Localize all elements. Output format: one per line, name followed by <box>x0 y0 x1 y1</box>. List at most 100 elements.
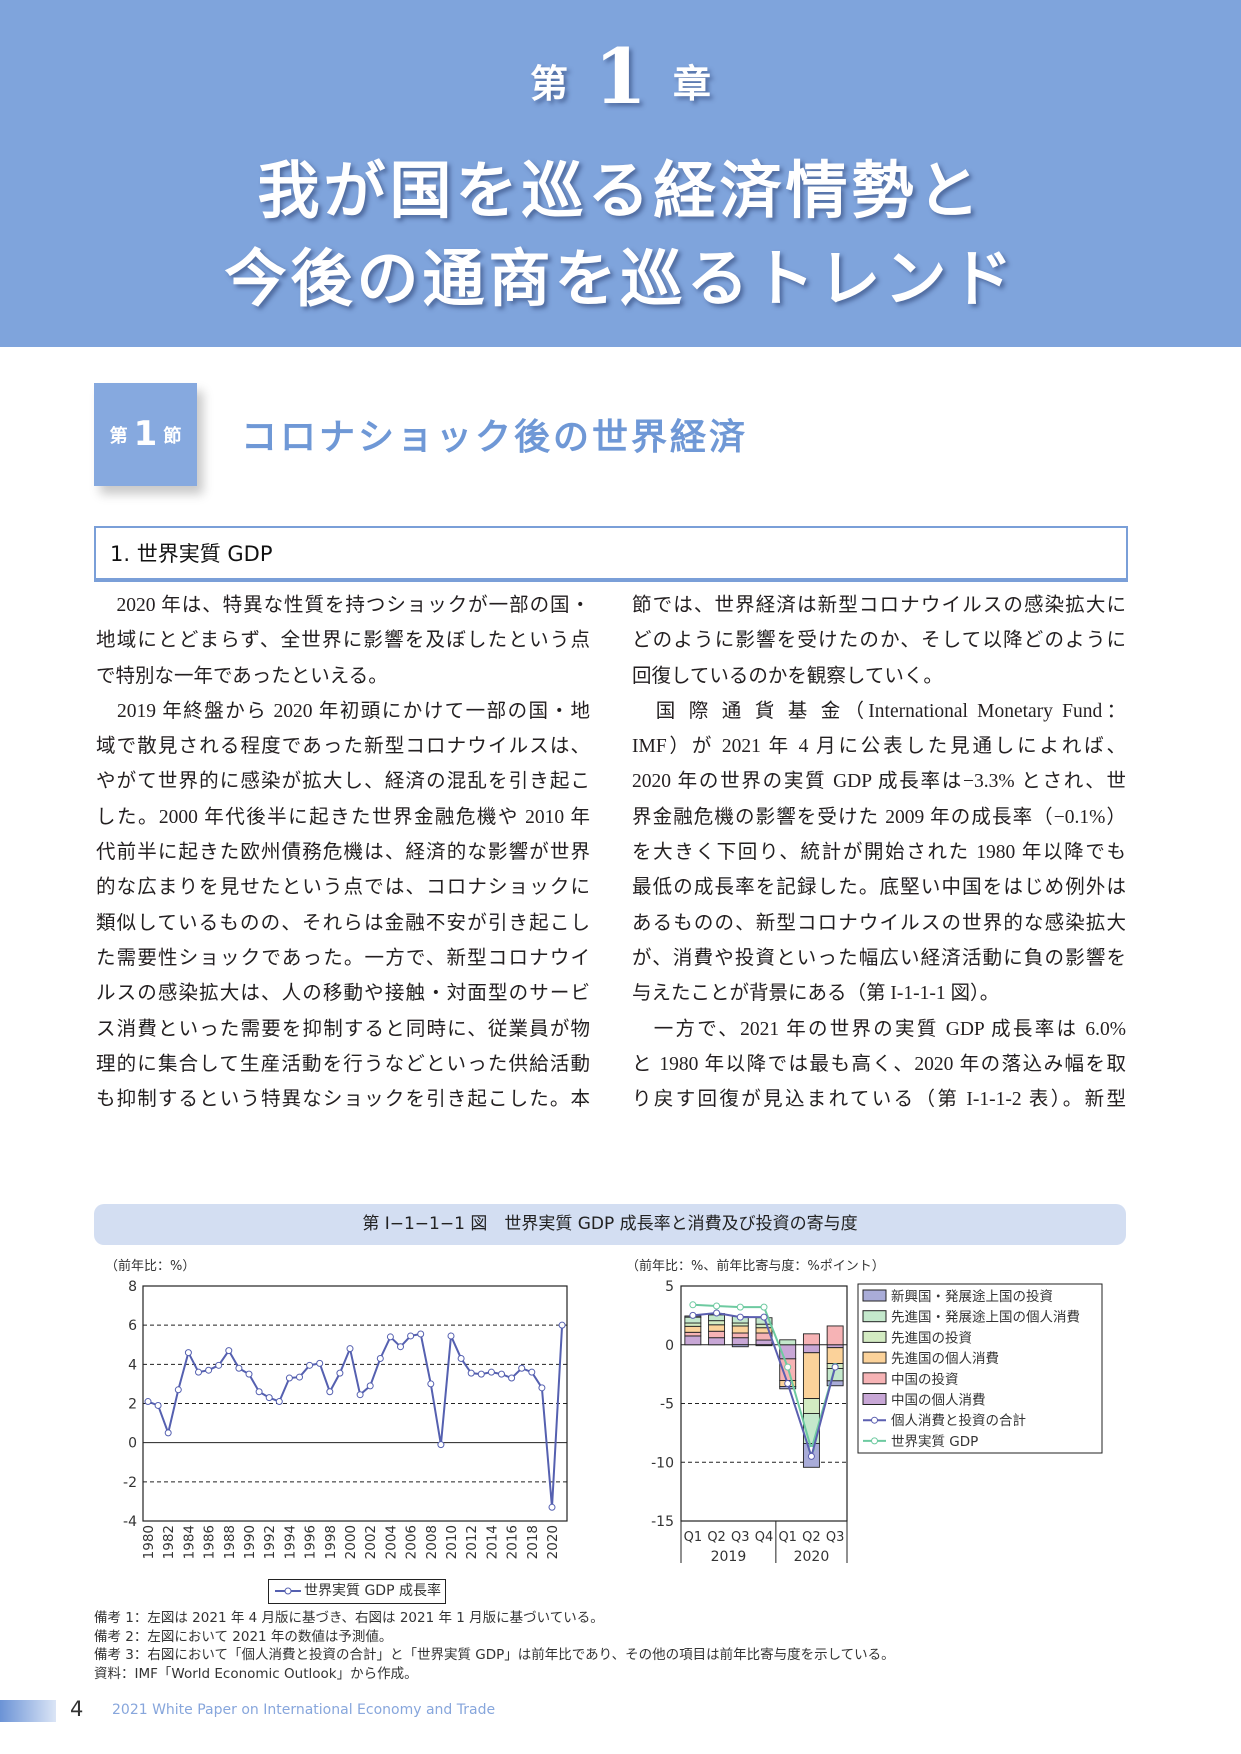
legend-swatch <box>862 1310 887 1323</box>
note-2: 備考 2：左図において 2021 年の数値は予測値。 <box>94 1628 393 1645</box>
body-text-line: 最低の成長率を記録した。底堅い中国をはじめ例外は <box>632 877 1126 899</box>
data-point <box>760 1303 768 1311</box>
section-title: コロナショック後の世界経済 <box>241 416 749 458</box>
data-point <box>306 1361 314 1369</box>
unit-label: （前年比：%） <box>105 1258 195 1274</box>
data-point <box>245 1370 253 1378</box>
data-point <box>184 1349 192 1357</box>
bar-segment <box>684 1325 702 1333</box>
data-point <box>346 1345 354 1353</box>
data-point <box>235 1364 243 1372</box>
data-point <box>255 1388 263 1396</box>
group-label: 2019 <box>711 1549 747 1565</box>
legend-label: 中国の個人消費 <box>891 1393 986 1409</box>
legend-swatch <box>862 1393 887 1405</box>
body-text-line: どのように影響を受けたのか、そして以降どのように <box>632 630 1126 652</box>
legend-swatch <box>862 1289 887 1302</box>
body-text-line: 2019 年終盤から 2020 年初頭にかけて一部の国・地 <box>96 700 590 722</box>
data-point <box>164 1429 172 1437</box>
legend-swatch <box>862 1351 887 1364</box>
group-label: 2020 <box>794 1549 830 1565</box>
category-label: Q2 <box>707 1530 726 1545</box>
plot-frame <box>142 1285 568 1522</box>
body-text-line: も抑制するという特異なショックを引き起こした。本 <box>96 1089 590 1111</box>
gdp-growth-line-chart: （前年比：%） -4 -2 0 2 4 6 8 1980 1982 1984 1986 1988 1990… <box>105 1258 568 1559</box>
data-point <box>689 1301 697 1309</box>
bar-segment <box>802 1398 820 1414</box>
data-point <box>366 1382 374 1390</box>
plot-frame <box>680 1285 848 1522</box>
footer-accent-bar <box>0 1700 56 1722</box>
legend-label: 新興国・発展途上国の投資 <box>891 1288 1053 1305</box>
data-point <box>538 1384 546 1392</box>
bar-segment <box>826 1380 844 1387</box>
legend-marker <box>871 1437 878 1445</box>
legend-line-marker-icon <box>275 1587 301 1595</box>
data-point <box>548 1503 556 1511</box>
data-point <box>528 1368 536 1376</box>
data-point <box>356 1391 364 1399</box>
body-text-line: 2020 年の世界の実質 GDP 成長率は−3.3% とされ、世 <box>632 771 1126 793</box>
note-1: 備考 1：左図は 2021 年 4 月版に基づき、右図は 2021 年 1 月版… <box>94 1610 604 1626</box>
data-point <box>437 1441 445 1449</box>
x-tick-label: 2018 <box>525 1525 541 1559</box>
data-point <box>407 1332 415 1340</box>
bar-segment <box>684 1335 702 1346</box>
category-label: Q3 <box>731 1530 750 1545</box>
body-text-line: を大きく下回り、統計が開始された 1980 年以降でも <box>632 842 1126 864</box>
legend-swatch <box>862 1330 887 1343</box>
bar-segment <box>826 1325 844 1346</box>
bar-segment <box>731 1325 749 1334</box>
legend-marker <box>871 1416 878 1424</box>
data-point <box>487 1368 495 1376</box>
data-point <box>784 1363 792 1371</box>
body-text-line: 界金融危機の影響を受けた 2009 年の成長率（−0.1%） <box>632 806 1126 828</box>
right-chart-legend: 新興国・発展途上国の投資先進国・発展途上国の個人消費先進国の投資先進国の個人消費… <box>857 1283 1103 1454</box>
data-point <box>760 1313 768 1321</box>
y-tick-label: -10 <box>651 1455 674 1471</box>
bar-segment <box>755 1339 773 1346</box>
body-text-line: 与えたことが背景にある（第 I-1-1-1 図）。 <box>632 983 1000 1005</box>
source-note: 資料：IMF「World Economic Outlook」から作成。 <box>94 1665 418 1682</box>
legend-label: 先進国の投資 <box>891 1330 972 1346</box>
y-tick-label: 5 <box>665 1279 674 1295</box>
legend-label: 世界実質 GDP <box>891 1434 978 1450</box>
data-point <box>831 1363 839 1371</box>
data-point <box>518 1364 526 1372</box>
unit-label: （前年比：%、前年比寄与度：%ポイント） <box>630 1258 885 1274</box>
contribution-stacked-bar-chart: （前年比：%、前年比寄与度：%ポイント） -15 -10 -5 0 5 Q1 Q2 Q3 Q4 Q1… <box>630 1258 1103 1565</box>
body-column-left: 2020 年は、特異な性質を持つショックが一部の国・ 地域にとどまらず、全世界に影… <box>96 588 590 1117</box>
legend-label: 先進国・発展途上国の個人消費 <box>891 1309 1080 1326</box>
data-point <box>713 1309 721 1317</box>
body-text-line: り戻す回復が見込まれている（第 I-1-1-2 表）。新型 <box>632 1089 1126 1111</box>
data-point <box>144 1398 152 1406</box>
chapter-title-line1: 我が国を巡る経済情勢と <box>257 154 984 227</box>
bar-segment <box>826 1347 844 1365</box>
data-point <box>205 1366 213 1374</box>
bar-segment <box>802 1352 820 1400</box>
y-tick-label: -15 <box>651 1514 674 1530</box>
subsection-heading-box: 1. 世界実質 GDP <box>94 526 1128 582</box>
x-tick-label: 1996 <box>303 1525 319 1559</box>
body-text-line: 一方で、2021 年の世界の実質 GDP 成長率は 6.0% <box>632 1018 1126 1040</box>
bar-segment <box>684 1331 702 1337</box>
data-point <box>498 1370 505 1378</box>
data-point <box>558 1321 566 1329</box>
data-point <box>427 1380 435 1388</box>
body-text-line: が、消費や投資といった幅広い経済活動に負の影響を <box>632 947 1126 969</box>
category-label: Q3 <box>826 1530 845 1545</box>
body-text-line: した。2000 年代後半に起きた世界金融危機や 2010 年 <box>96 806 590 828</box>
bar-segment <box>779 1339 797 1346</box>
note-3: 備考 3：右図において「個人消費と投資の合計」と「世界実質 GDP」は前年比であ… <box>94 1647 895 1663</box>
bar-segment <box>731 1337 749 1346</box>
data-point <box>386 1333 394 1341</box>
body-text-line: 節では、世界経済は新型コロナウイルスの感染拡大に <box>632 595 1126 616</box>
data-point <box>265 1394 273 1402</box>
chapter-title-line2: 今後の通商を巡るトレンド <box>224 242 1017 315</box>
x-tick-label: 1992 <box>262 1525 278 1559</box>
left-chart-legend: 世界実質 GDP 成長率 <box>268 1579 446 1604</box>
